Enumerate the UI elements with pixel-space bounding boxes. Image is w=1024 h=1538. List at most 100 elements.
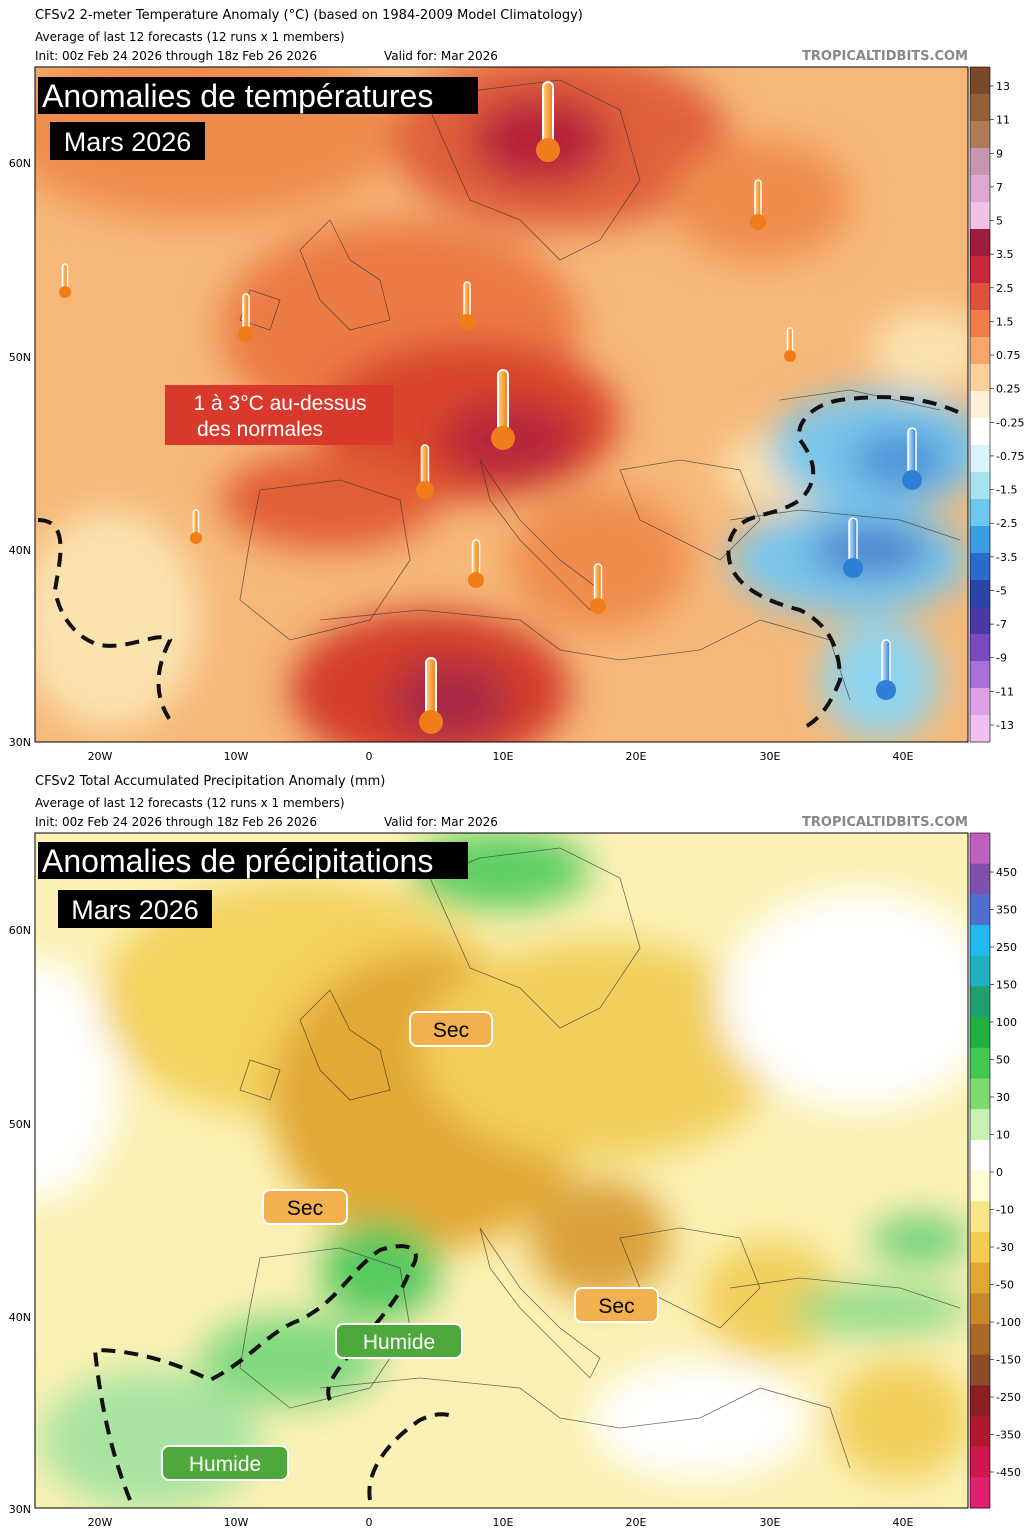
colorbar-label: 10 xyxy=(996,1129,1010,1142)
overlay-date: Mars 2026 xyxy=(64,127,192,157)
lat-label: 50N xyxy=(9,351,31,364)
colorbar-cell xyxy=(970,526,990,554)
annotation: Humide xyxy=(363,1331,435,1354)
colorbar-label: -0.25 xyxy=(996,416,1024,429)
annotation-box xyxy=(574,1287,659,1323)
colorbar-cell xyxy=(970,472,990,500)
lon-label: 10W xyxy=(224,1516,249,1529)
colorbar-label: -2.5 xyxy=(996,517,1017,530)
colorbar-label: 9 xyxy=(996,147,1003,160)
thermometers xyxy=(59,81,922,734)
overlay-date: Mars 2026 xyxy=(71,895,199,925)
subtitle: Average of last 12 forecasts (12 runs x … xyxy=(35,30,345,44)
annotation-box xyxy=(161,1445,289,1481)
chart-title: CFSv2 Total Accumulated Precipitation An… xyxy=(35,774,385,789)
precipitation-map xyxy=(35,833,968,1508)
overlay-title: Anomalies de précipitations xyxy=(42,843,433,879)
lon-label: 0 xyxy=(366,1516,373,1529)
colorbar-cell xyxy=(970,607,990,635)
colorbar-label: 3.5 xyxy=(996,248,1014,261)
colorbar-label: 7 xyxy=(996,181,1003,194)
colorbar-label: -100 xyxy=(996,1316,1021,1329)
overlay-title-box xyxy=(38,842,468,879)
colorbar-cell xyxy=(970,94,990,122)
colorbar-cell xyxy=(970,337,990,365)
colorbar-label: -30 xyxy=(996,1241,1014,1254)
colorbar-cell xyxy=(970,580,990,608)
colorbar-cell xyxy=(970,1139,990,1171)
colorbar-label: -350 xyxy=(996,1429,1021,1442)
lon-label: 10E xyxy=(493,750,514,763)
map-frame xyxy=(34,66,969,743)
colorbar-frame xyxy=(969,66,991,743)
colorbar-cell xyxy=(970,894,990,926)
lon-label: 20E xyxy=(626,1516,647,1529)
lat-label: 30N xyxy=(9,736,31,749)
lat-label: 40N xyxy=(9,1311,31,1324)
colorbar-cell xyxy=(970,955,990,987)
init-time: Init: 00z Feb 24 2026 through 18z Feb 26… xyxy=(35,815,317,829)
credit: TROPICALTIDBITS.COM xyxy=(802,49,968,64)
lon-label: 0 xyxy=(366,750,373,763)
colorbar-cell xyxy=(970,121,990,149)
colorbar-label: 150 xyxy=(996,979,1017,992)
colorbar-cell xyxy=(970,175,990,203)
annotation-box xyxy=(165,385,393,445)
map-frame xyxy=(34,832,969,1509)
colorbar-label: 350 xyxy=(996,904,1017,917)
colorbar-cell xyxy=(970,202,990,230)
colorbar-label: 100 xyxy=(996,1016,1017,1029)
lat-label: 60N xyxy=(9,157,31,170)
annotation-box xyxy=(335,1323,463,1359)
colorbar-cell xyxy=(970,715,990,743)
lat-label: 30N xyxy=(9,1503,31,1516)
colorbar-cell xyxy=(970,1078,990,1110)
normal-contour xyxy=(37,395,959,732)
colorbar-label: -11 xyxy=(996,685,1014,698)
colorbar-cell xyxy=(970,445,990,473)
colorbar-cell xyxy=(970,833,990,865)
colorbar-label: -10 xyxy=(996,1204,1014,1217)
lon-label: 30E xyxy=(760,1516,781,1529)
colorbar-label: 2.5 xyxy=(996,282,1014,295)
colorbar-label: 5 xyxy=(996,215,1003,228)
lat-label: 50N xyxy=(9,1118,31,1131)
colorbar-cell xyxy=(970,1231,990,1264)
colorbar-label: 11 xyxy=(996,114,1010,127)
annotation: Sec xyxy=(433,1019,469,1042)
colorbar-cell xyxy=(970,1385,990,1417)
colorbar-cell xyxy=(970,148,990,176)
colorbar-cell xyxy=(970,634,990,662)
colorbar-label: 0.25 xyxy=(996,383,1021,396)
colorbar-cell xyxy=(970,1201,990,1233)
annotation: des normales xyxy=(197,418,323,441)
lon-label: 30E xyxy=(760,750,781,763)
colorbar-label: 13 xyxy=(996,80,1010,93)
overlay-title: Anomalies de températures xyxy=(42,78,433,114)
colorbar-label: 30 xyxy=(996,1091,1010,1104)
colorbar-label: 1.5 xyxy=(996,315,1014,328)
colorbar-cell xyxy=(970,863,990,895)
colorbar-cell xyxy=(970,1170,990,1202)
lon-label: 40E xyxy=(893,1516,914,1529)
lon-label: 40E xyxy=(893,750,914,763)
chart-title: CFSv2 2-meter Temperature Anomaly (°C) (… xyxy=(35,8,583,23)
colorbar-cell xyxy=(970,499,990,527)
colorbar-cell xyxy=(970,1047,990,1079)
colorbar-cell xyxy=(970,1323,990,1356)
colorbar-cell xyxy=(970,1262,990,1294)
colorbar-cell xyxy=(970,256,990,284)
init-time: Init: 00z Feb 24 2026 through 18z Feb 26… xyxy=(35,49,317,63)
colorbar-label: 0 xyxy=(996,1166,1003,1179)
overlay-date-box xyxy=(50,122,205,160)
lon-label: 10W xyxy=(224,750,249,763)
valid-time: Valid for: Mar 2026 xyxy=(384,815,498,829)
colorbar-label: -9 xyxy=(996,652,1007,665)
colorbar-cell xyxy=(970,925,990,957)
colorbar-cell xyxy=(970,418,990,446)
colorbar-label: -50 xyxy=(996,1279,1014,1292)
annotation-box xyxy=(409,1011,493,1047)
colorbar-cell xyxy=(970,67,990,95)
lon-label: 20W xyxy=(88,1516,113,1529)
